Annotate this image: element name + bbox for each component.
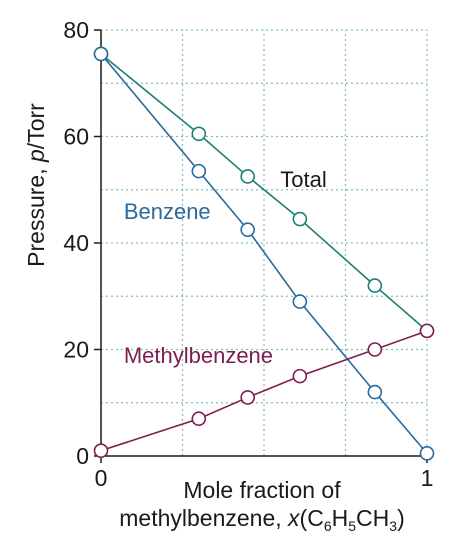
y-axis-title-suffix: /Torr: [23, 103, 49, 149]
formula-sub2: 5: [348, 518, 356, 534]
total-line: [100, 53, 428, 332]
x-tick-label: 0: [95, 465, 108, 491]
formula-sub3: 3: [389, 518, 397, 534]
benzene-line: [100, 53, 428, 454]
methylbenzene-series-label: Methylbenzene: [124, 343, 273, 368]
methylbenzene-line: [100, 330, 428, 452]
y-tick-label: 40: [63, 230, 89, 256]
y-tick-label: 0: [76, 443, 89, 469]
benzene-point: [419, 446, 435, 461]
formula-mid2: CH: [356, 505, 389, 531]
benzene-point: [367, 384, 383, 400]
series-layer: [93, 46, 435, 461]
total-series-label: Total: [280, 167, 326, 192]
label-layer: Total Benzene Methylbenzene: [124, 167, 327, 368]
methylbenzene-point: [93, 443, 109, 458]
total-point: [240, 169, 255, 184]
benzene-point: [191, 163, 207, 179]
methylbenzene-point: [367, 342, 383, 357]
total-point: [292, 211, 308, 227]
benzene-point: [292, 294, 308, 309]
y-axis-title-prefix: Pressure,: [23, 162, 49, 267]
x-axis-title-prefix: methylbenzene,: [119, 505, 288, 531]
total-point: [191, 126, 207, 142]
total-point: [367, 278, 383, 293]
methylbenzene-point: [419, 323, 435, 339]
formula-mid1: H: [332, 505, 349, 531]
benzene-point: [93, 46, 109, 62]
grid-layer: [101, 29, 428, 456]
y-axis-title-var: p: [23, 149, 49, 163]
axis-layer: 0 20 40 60 80 0 1: [63, 17, 433, 491]
benzene-series-label: Benzene: [124, 199, 211, 224]
formula-sub1: 6: [324, 518, 332, 534]
methylbenzene-point: [240, 390, 255, 405]
methylbenzene-point: [292, 368, 308, 384]
x-tick-label: 1: [421, 465, 434, 491]
y-tick-label: 20: [63, 337, 89, 363]
formula-close: ): [397, 505, 405, 531]
x-axis-title-var: x: [287, 505, 301, 531]
benzene-point: [240, 222, 255, 237]
x-axis-title-line1: Mole fraction of: [183, 477, 341, 503]
y-tick-label: 80: [63, 17, 89, 43]
y-axis-title: Pressure, p/Torr: [23, 103, 49, 267]
methylbenzene-point: [191, 411, 207, 427]
x-axis-title-line2: methylbenzene, x(C6H5CH3): [119, 505, 404, 534]
y-tick-label: 60: [63, 124, 89, 150]
formula-open: (C: [300, 505, 324, 531]
